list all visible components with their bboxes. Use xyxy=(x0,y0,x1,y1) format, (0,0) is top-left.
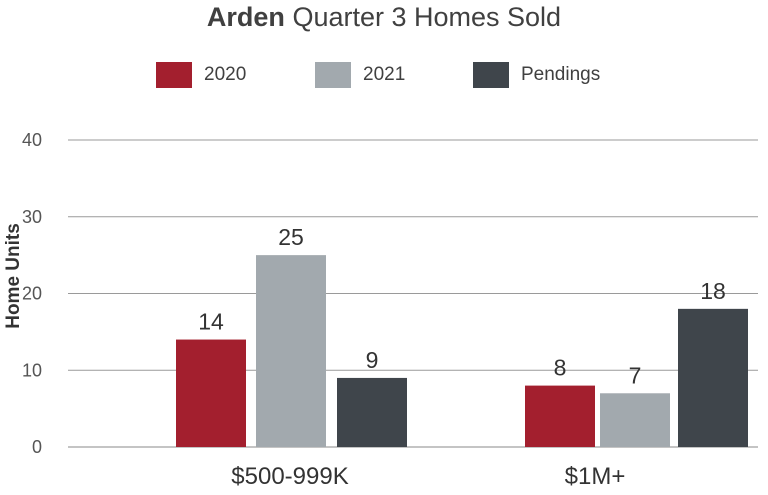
legend-swatch-2021 xyxy=(315,62,351,88)
bar xyxy=(176,339,246,447)
bar xyxy=(525,385,595,447)
data-label: 9 xyxy=(366,347,379,373)
data-label: 14 xyxy=(198,309,224,335)
chart-title: Arden Quarter 3 Homes Sold xyxy=(0,2,768,33)
legend-swatch-2020 xyxy=(156,62,192,88)
data-label: 8 xyxy=(554,355,567,381)
legend-item-pendings: Pendings xyxy=(473,62,600,88)
chart-title-rest: Quarter 3 Homes Sold xyxy=(284,2,562,32)
legend-item-2021: 2021 xyxy=(315,62,405,88)
x-tick-label: $1M+ xyxy=(565,463,626,490)
bar xyxy=(256,255,326,447)
data-label: 25 xyxy=(278,224,304,250)
data-label: 7 xyxy=(629,362,642,388)
y-axis-label: Home Units xyxy=(3,223,24,329)
y-tick-label: 30 xyxy=(22,207,42,227)
y-tick-label: 40 xyxy=(22,130,42,150)
legend-label-2021: 2021 xyxy=(363,64,406,85)
chart-title-bold: Arden xyxy=(206,2,285,32)
x-tick-label: $500-999K xyxy=(231,463,348,490)
bar xyxy=(600,393,670,447)
legend-item-2020: 2020 xyxy=(156,62,246,88)
y-tick-label: 0 xyxy=(32,437,42,457)
legend-swatch-pendings xyxy=(473,62,509,88)
legend-label-2020: 2020 xyxy=(204,64,247,85)
bar xyxy=(337,377,407,447)
bar xyxy=(678,308,748,447)
y-tick-label: 10 xyxy=(22,360,42,380)
data-label: 18 xyxy=(700,278,726,304)
legend-label-pendings: Pendings xyxy=(521,64,601,85)
y-tick-label: 20 xyxy=(22,284,42,304)
